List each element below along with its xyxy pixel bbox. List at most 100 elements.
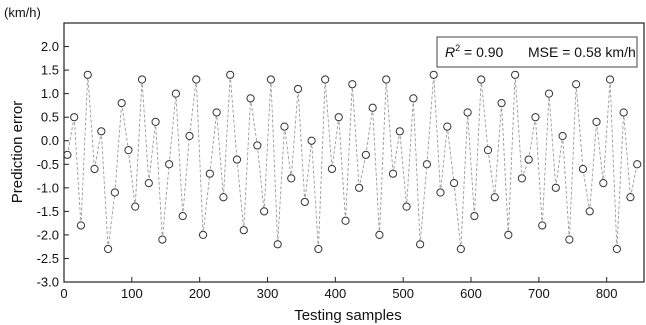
connector-line (73, 117, 82, 226)
connector-line (256, 145, 265, 212)
connector-line (351, 84, 360, 188)
data-point (497, 98, 506, 108)
data-point (246, 94, 255, 103)
data-point (626, 193, 635, 202)
connector-line (453, 183, 462, 250)
data-point (477, 75, 486, 84)
connector-line (378, 79, 387, 235)
data-point (517, 174, 526, 183)
data-point (334, 113, 343, 122)
data-point (551, 183, 560, 192)
connector-line (596, 121, 604, 184)
data-point (103, 244, 113, 254)
connector-line (412, 98, 421, 245)
data-point (449, 179, 459, 188)
data-point (436, 188, 445, 197)
connector-line (304, 140, 313, 202)
connector-line (175, 93, 184, 217)
connector-line (189, 79, 197, 137)
connector-line (616, 112, 625, 250)
data-point (124, 146, 133, 155)
data-point (354, 183, 364, 192)
y-tick-label: 1.0 (41, 86, 59, 101)
connector-line (270, 79, 279, 245)
connector-line (87, 74, 95, 170)
x-tick-label: 700 (528, 286, 550, 301)
y-tick-label: -3.0 (37, 275, 59, 290)
y-tick-label: -0.5 (37, 157, 59, 172)
data-point (287, 174, 296, 183)
data-point (232, 155, 242, 164)
data-point (585, 207, 594, 216)
connector-line (161, 164, 170, 240)
data-point (307, 136, 316, 145)
connector-line (94, 131, 102, 170)
connector-line (141, 79, 150, 184)
data-point (490, 193, 499, 202)
connector-line (121, 102, 129, 151)
connector-line (426, 74, 435, 165)
connector-line (263, 79, 272, 212)
connector-line (107, 192, 116, 250)
y-tick-label: 0.0 (41, 133, 59, 148)
data-point (273, 240, 282, 249)
connector-line (148, 121, 157, 184)
connector-line (548, 93, 557, 188)
y-tick-label: -2.5 (37, 251, 59, 266)
data-point (83, 70, 92, 79)
data-point (151, 117, 160, 126)
connector-line (284, 126, 292, 179)
data-point (538, 221, 547, 230)
connector-line (602, 79, 611, 184)
data-point (463, 108, 472, 117)
connector-line (589, 121, 597, 212)
connector-line (406, 98, 414, 207)
x-tick-label: 600 (460, 286, 482, 301)
connector-line (209, 112, 218, 174)
data-point (70, 113, 79, 122)
x-axis-title: Testing samples (294, 307, 402, 324)
data-point (572, 80, 581, 89)
data-point (544, 89, 554, 98)
data-point (382, 75, 391, 84)
connector-line (324, 79, 333, 170)
data-point (612, 244, 621, 254)
connector-line (582, 168, 591, 212)
data-point (266, 75, 276, 84)
connector-line (460, 112, 469, 250)
data-point (165, 160, 174, 169)
connector-line (222, 74, 231, 198)
data-point (402, 202, 411, 211)
data-point (300, 197, 309, 207)
r2-symbol: R (445, 44, 455, 60)
data-point (348, 80, 357, 89)
data-point (239, 226, 248, 235)
data-point (456, 244, 465, 254)
connector-line (467, 112, 475, 217)
connector-line (311, 140, 319, 250)
data-point (341, 216, 350, 225)
connector-line (243, 98, 251, 231)
connector-line (494, 103, 502, 198)
data-point (375, 230, 384, 240)
data-point (293, 84, 303, 94)
connector-line (372, 107, 380, 235)
connector-line (541, 93, 550, 226)
data-point (117, 98, 126, 108)
data-point (409, 94, 418, 103)
y-axis: 2.0 1.5 1.0 0.5 0.0 -0.5 -1.0 -1.5 -2.0 -2.5 -3.0 (37, 39, 69, 290)
data-point (280, 122, 289, 131)
data-point (226, 70, 235, 79)
x-tick-label: 100 (121, 286, 143, 301)
data-point (185, 131, 194, 141)
connector-line (168, 93, 177, 165)
connector-line (114, 103, 123, 193)
connector-line (100, 131, 109, 250)
data-point (110, 188, 119, 197)
data-point (599, 179, 608, 188)
data-point (368, 103, 377, 112)
data-point (137, 75, 147, 84)
y-tick-label: 2.0 (41, 39, 59, 54)
